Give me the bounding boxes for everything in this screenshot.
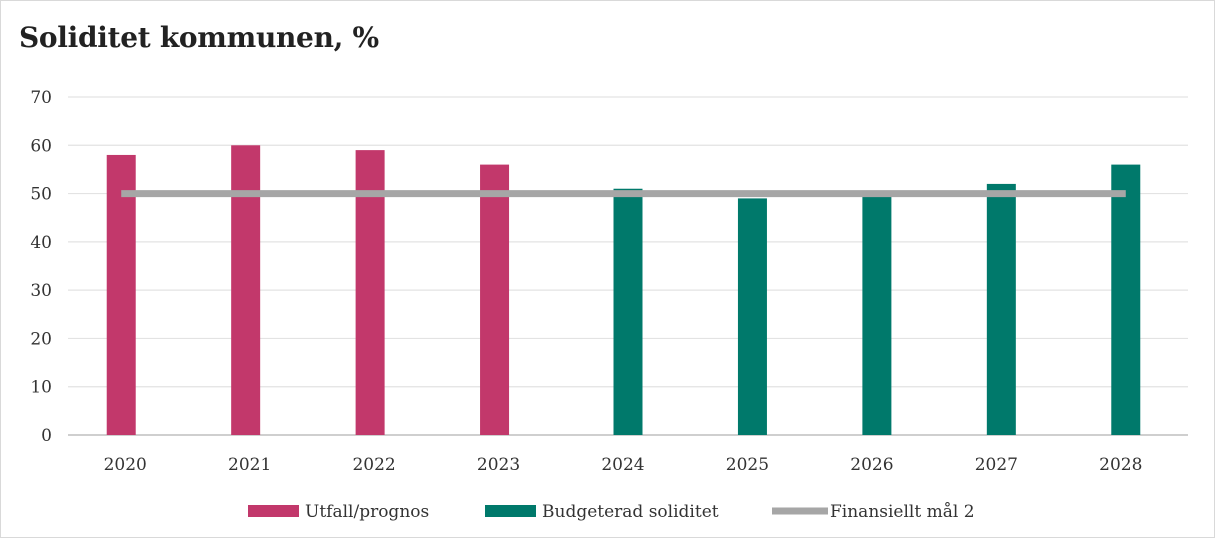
x-tick-label: 2024 xyxy=(601,455,644,475)
legend: Utfall/prognos Budgeterad soliditet Finans… xyxy=(248,502,975,522)
bar-utfall-prognos-2021 xyxy=(231,145,261,436)
bar-utfall-prognos-2020 xyxy=(106,154,136,435)
y-tick-label: 50 xyxy=(30,185,52,205)
y-tick-label: 60 xyxy=(30,136,52,156)
y-tick-label: 20 xyxy=(30,329,52,349)
x-axis: 2020 2021 2022 2023 2024 2025 2026 2027 2028 xyxy=(104,455,1143,475)
y-axis: 0 10 20 30 40 50 60 70 xyxy=(30,88,52,446)
x-tick-label: 2022 xyxy=(352,455,395,475)
x-tick-label: 2026 xyxy=(850,455,893,475)
legend-label-utfall-prognos: Utfall/prognos xyxy=(305,502,429,522)
x-tick-label: 2021 xyxy=(228,455,271,475)
legend-label-finansiellt-m-l-2: Finansiellt mål 2 xyxy=(830,502,975,522)
bar-budgeterad-soliditet-2027 xyxy=(986,183,1016,435)
x-tick-label: 2020 xyxy=(104,455,147,475)
y-tick-label: 10 xyxy=(30,378,52,398)
chart-title: Soliditet kommunen, % xyxy=(19,21,379,54)
x-tick-label: 2028 xyxy=(1099,455,1142,475)
y-tick-label: 30 xyxy=(30,281,52,301)
x-tick-label: 2027 xyxy=(975,455,1018,475)
x-tick-label: 2025 xyxy=(726,455,769,475)
bar-utfall-prognos-2022 xyxy=(355,150,385,435)
bar-budgeterad-soliditet-2026 xyxy=(862,193,892,435)
legend-swatch-budgeterad-soliditet xyxy=(485,505,536,517)
legend-label-budgeterad-soliditet: Budgeterad soliditet xyxy=(542,502,719,522)
x-tick-label: 2023 xyxy=(477,455,520,475)
y-tick-label: 70 xyxy=(30,88,52,108)
y-tick-label: 40 xyxy=(30,233,52,253)
y-tick-label: 0 xyxy=(41,426,52,446)
bar-budgeterad-soliditet-2028 xyxy=(1111,164,1141,435)
legend-swatch-utfall-prognos xyxy=(248,505,299,517)
bar-budgeterad-soliditet-2025 xyxy=(737,198,767,435)
bars xyxy=(106,145,1141,436)
bar-budgeterad-soliditet-2024 xyxy=(613,188,643,435)
bar-utfall-prognos-2023 xyxy=(480,164,510,435)
